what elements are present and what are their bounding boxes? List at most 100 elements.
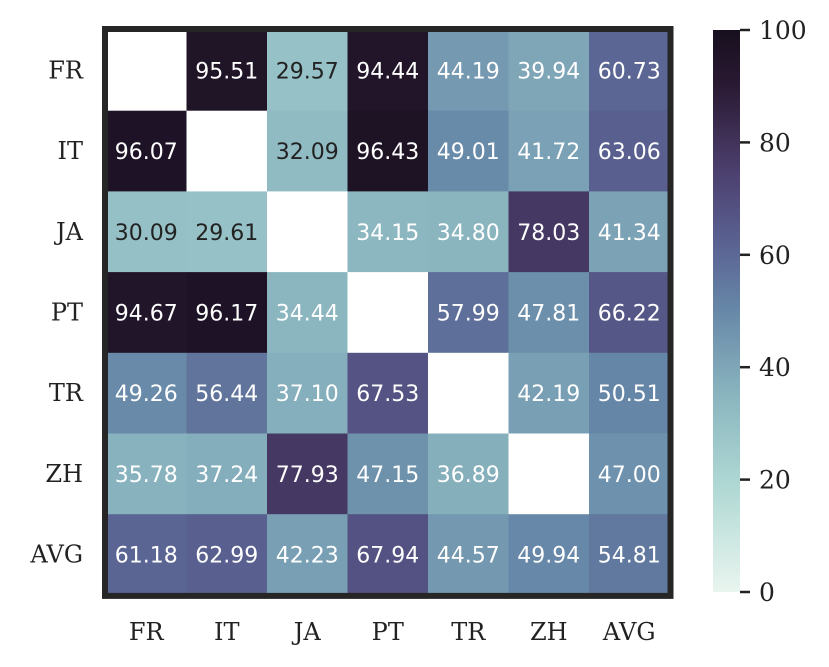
heatmap-cells: 95.51 29.57 94.44 44.19 39.94 60.73 96.07 32.09…: [106, 30, 671, 596]
cell-value-label: 77.93: [276, 463, 339, 488]
cell-value-label: 96.43: [356, 140, 419, 165]
heatmap-cell: [428, 110, 510, 192]
column-label: ZH: [530, 618, 568, 646]
colorbar-tick-label: 60: [759, 241, 791, 270]
cell-value-label: 47.00: [598, 463, 661, 488]
cell-value-label: 39.94: [517, 59, 580, 84]
heatmap-cell: [106, 272, 188, 354]
heatmap-cell: [347, 272, 429, 354]
heatmap-frame: [102, 26, 674, 599]
heatmap-cell: [106, 30, 188, 112]
cell-value-label: 37.10: [276, 382, 339, 407]
cell-value-label: 57.99: [437, 301, 500, 326]
row-label: ZH: [45, 460, 83, 488]
cell-value-label: 30.09: [115, 221, 178, 246]
heatmap-cell: [508, 352, 590, 435]
heatmap-cell: [186, 191, 268, 273]
cell-value-label: 47.81: [517, 301, 580, 326]
heatmap-cell: [106, 110, 188, 192]
heatmap-cell: [106, 191, 188, 273]
column-label: TR: [451, 618, 486, 646]
heatmap-cell: [267, 433, 349, 515]
heatmap-cell: [347, 110, 429, 192]
cell-value-label: 60.73: [598, 59, 661, 84]
heatmap-cell: [267, 30, 349, 112]
heatmap-cell: [267, 272, 349, 354]
heatmap-cell: [186, 110, 268, 192]
heatmap-cell: [106, 514, 188, 596]
row-label: PT: [51, 298, 83, 326]
heatmap-cell: [186, 514, 268, 596]
heatmap-cell: [347, 191, 429, 273]
cell-value-label: 36.89: [437, 463, 500, 488]
heatmap-cell: [428, 272, 510, 354]
heatmap-cell: [186, 30, 268, 112]
heatmap-cell: [428, 433, 510, 515]
cell-value-label: 29.61: [195, 221, 258, 246]
cell-value-label: 44.57: [437, 544, 500, 569]
row-label: IT: [58, 137, 84, 165]
cell-value-label: 56.44: [195, 382, 258, 407]
row-label: FR: [48, 56, 84, 84]
cell-value-label: 67.94: [356, 544, 419, 569]
heatmap-cell: [347, 433, 429, 515]
heatmap-cell: [186, 433, 268, 515]
heatmap-cell: [347, 514, 429, 596]
colorbar-gradient: [713, 30, 740, 592]
cell-value-label: 41.34: [598, 221, 661, 246]
cell-value-label: 66.22: [598, 301, 661, 326]
heatmap-cell: [106, 433, 188, 515]
cell-value-label: 41.72: [517, 140, 580, 165]
cell-value-label: 49.26: [115, 382, 178, 407]
colorbar-tick-label: 80: [759, 128, 791, 157]
colorbar-tick-label: 0: [759, 578, 775, 607]
column-labels: FR IT JA PT TR ZH AVG: [129, 618, 656, 646]
heatmap-cell: [428, 30, 510, 112]
cell-value-label: 49.01: [437, 140, 500, 165]
heatmap-cell: [589, 272, 671, 354]
column-label: IT: [214, 618, 240, 646]
heatmap-cell: [508, 110, 590, 192]
colorbar-tick-label: 40: [759, 353, 791, 382]
heatmap-cell: [589, 30, 671, 112]
heatmap-cell: [106, 352, 188, 435]
heatmap-cell: [347, 352, 429, 435]
cell-value-label: 34.44: [276, 301, 339, 326]
cell-value-label: 44.19: [437, 59, 500, 84]
heatmap-cell: [267, 191, 349, 273]
heatmap-cell: [508, 191, 590, 273]
colorbar-tick-label: 100: [759, 16, 807, 45]
cell-value-label: 50.51: [598, 382, 661, 407]
heatmap-cell: [428, 514, 510, 596]
cell-value-label: 47.15: [356, 463, 419, 488]
cell-value-label: 29.57: [276, 59, 339, 84]
row-labels: FR IT JA PT TR ZH AVG: [29, 56, 84, 568]
heatmap-cell: [186, 352, 268, 435]
cell-value-label: 42.19: [517, 382, 580, 407]
column-label: AVG: [602, 618, 656, 646]
colorbar: 0 20 40 60 80 100: [713, 16, 807, 607]
heatmap-cell: [589, 191, 671, 273]
heatmap-cell: [428, 191, 510, 273]
heatmap-cell: [589, 514, 671, 596]
cell-value-label: 34.15: [356, 221, 419, 246]
column-label: JA: [291, 618, 322, 646]
column-label: FR: [129, 618, 165, 646]
cell-value-label: 42.23: [276, 544, 339, 569]
cell-value-label: 67.53: [356, 382, 419, 407]
row-label: JA: [53, 218, 84, 246]
heatmap-cell: [589, 352, 671, 435]
heatmap-cell: [428, 352, 510, 435]
heatmap-cell: [267, 110, 349, 192]
cell-value-label: 62.99: [195, 544, 258, 569]
heatmap-cell: [508, 30, 590, 112]
heatmap-cell: [508, 433, 590, 515]
cell-value-label: 32.09: [276, 140, 339, 165]
heatmap-cell: [186, 272, 268, 354]
row-label: AVG: [29, 541, 83, 569]
row-label: TR: [49, 379, 84, 407]
cell-value-label: 34.80: [437, 221, 500, 246]
cell-value-label: 37.24: [195, 463, 258, 488]
cell-value-label: 35.78: [115, 463, 178, 488]
